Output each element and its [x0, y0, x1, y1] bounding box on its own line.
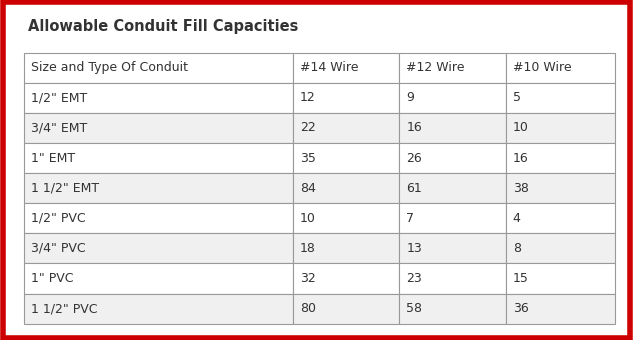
- Text: 1" EMT: 1" EMT: [31, 152, 75, 165]
- Text: 9: 9: [406, 91, 415, 104]
- Text: 84: 84: [300, 182, 316, 195]
- Text: 16: 16: [406, 121, 422, 135]
- Text: 16: 16: [513, 152, 529, 165]
- Text: 1 1/2" PVC: 1 1/2" PVC: [31, 302, 97, 315]
- Text: 1" PVC: 1" PVC: [31, 272, 73, 285]
- Text: Allowable Conduit Fill Capacities: Allowable Conduit Fill Capacities: [28, 19, 299, 34]
- Text: #10 Wire: #10 Wire: [513, 61, 572, 74]
- Text: 22: 22: [300, 121, 316, 135]
- Text: 7: 7: [406, 212, 415, 225]
- Text: 15: 15: [513, 272, 529, 285]
- Text: 36: 36: [513, 302, 529, 315]
- Text: 61: 61: [406, 182, 422, 195]
- Text: 8: 8: [513, 242, 521, 255]
- Text: 13: 13: [406, 242, 422, 255]
- Text: 18: 18: [300, 242, 316, 255]
- Text: 23: 23: [406, 272, 422, 285]
- Text: 3/4" PVC: 3/4" PVC: [31, 242, 85, 255]
- Text: 32: 32: [300, 272, 316, 285]
- Text: 3/4" EMT: 3/4" EMT: [31, 121, 87, 135]
- Text: 58: 58: [406, 302, 422, 315]
- Text: 12: 12: [300, 91, 316, 104]
- Text: 1 1/2" EMT: 1 1/2" EMT: [31, 182, 99, 195]
- Text: 1/2" EMT: 1/2" EMT: [31, 91, 87, 104]
- Text: 80: 80: [300, 302, 316, 315]
- Text: #12 Wire: #12 Wire: [406, 61, 465, 74]
- Text: 1/2" PVC: 1/2" PVC: [31, 212, 85, 225]
- Text: 38: 38: [513, 182, 529, 195]
- Text: #14 Wire: #14 Wire: [300, 61, 358, 74]
- Text: 26: 26: [406, 152, 422, 165]
- Text: 35: 35: [300, 152, 316, 165]
- Text: 10: 10: [300, 212, 316, 225]
- Text: 4: 4: [513, 212, 521, 225]
- Text: Size and Type Of Conduit: Size and Type Of Conduit: [31, 61, 188, 74]
- Text: 5: 5: [513, 91, 521, 104]
- Text: 10: 10: [513, 121, 529, 135]
